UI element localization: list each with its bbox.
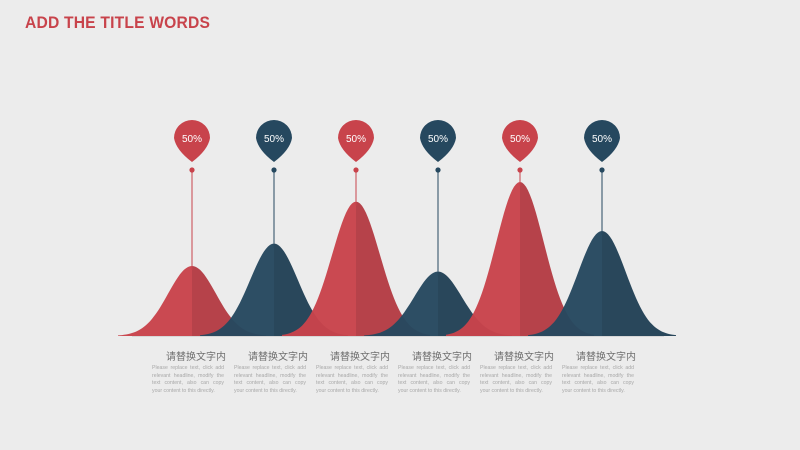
bell-curve (200, 243, 348, 336)
location-pin-icon (338, 120, 374, 162)
item-label: 请替换文字内 (248, 352, 308, 363)
bell-curve (528, 231, 676, 336)
bell-curve-right (274, 243, 348, 336)
bell-curve-right (356, 201, 430, 336)
location-pin-icon (502, 120, 538, 162)
pin-dot (435, 167, 441, 173)
bell-curve (364, 271, 512, 336)
pin-dot (189, 167, 195, 173)
location-pin-icon (256, 120, 292, 162)
item-label: 请替换文字内 (576, 352, 636, 363)
bell-curve-left (446, 182, 520, 336)
pin-percent: 50% (428, 134, 448, 145)
item-body-text: Please replace text, click add relevant … (152, 365, 224, 394)
pin-percent: 50% (264, 134, 284, 145)
bell-curve-right (520, 182, 594, 336)
pin-percent: 50% (592, 134, 612, 145)
item-body-text: Please replace text, click add relevant … (480, 365, 552, 394)
bell-curve (282, 201, 430, 336)
item-body-text: Please replace text, click add relevant … (562, 365, 634, 394)
item-body-text: Please replace text, click add relevant … (398, 365, 470, 394)
pin-dot (353, 167, 359, 173)
bell-curve (118, 266, 266, 336)
pin-dot (271, 167, 277, 173)
location-pin-icon (174, 120, 210, 162)
location-pin-icon (420, 120, 456, 162)
item-body-text: Please replace text, click add relevant … (234, 365, 306, 394)
item-body-text: Please replace text, click add relevant … (316, 365, 388, 394)
item-label: 请替换文字内 (494, 352, 554, 363)
location-pin-icon (584, 120, 620, 162)
bell-curve-left (364, 271, 438, 336)
bell-curve-left (282, 201, 356, 336)
pin-dot (517, 167, 523, 173)
item-label: 请替换文字内 (166, 352, 226, 363)
bell-curve-left (200, 243, 274, 336)
pin-percent: 50% (346, 134, 366, 145)
bell-curve-left (118, 266, 192, 336)
pin-dot (599, 167, 605, 173)
bell-curve (446, 182, 594, 336)
pin-percent: 50% (510, 134, 530, 145)
bell-curve-right (192, 266, 266, 336)
pin-percent: 50% (182, 134, 202, 145)
bell-curve-right (438, 271, 512, 336)
bell-curve-right (602, 231, 676, 336)
item-label: 请替换文字内 (330, 352, 390, 363)
bell-curve-left (528, 231, 602, 336)
slide-title: ADD THE TITLE WORDS (25, 13, 211, 32)
item-label: 请替换文字内 (412, 352, 472, 363)
